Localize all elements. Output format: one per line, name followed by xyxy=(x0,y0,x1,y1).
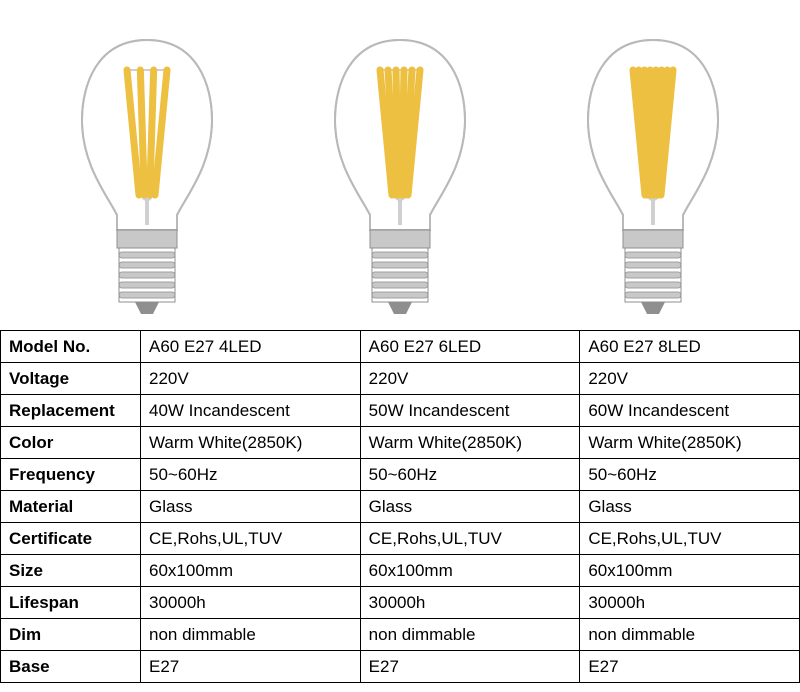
table-cell: Glass xyxy=(580,491,800,523)
table-cell: A60 E27 6LED xyxy=(360,331,580,363)
table-cell: Warm White(2850K) xyxy=(580,427,800,459)
table-cell: Warm White(2850K) xyxy=(141,427,361,459)
page-container: Model No.A60 E27 4LEDA60 E27 6LEDA60 E27… xyxy=(0,0,800,692)
table-row: Frequency50~60Hz50~60Hz50~60Hz xyxy=(1,459,800,491)
bulb-image-3 xyxy=(527,30,780,320)
table-cell: A60 E27 8LED xyxy=(580,331,800,363)
table-cell: 50~60Hz xyxy=(580,459,800,491)
table-cell: CE,Rohs,UL,TUV xyxy=(580,523,800,555)
table-cell: Glass xyxy=(360,491,580,523)
table-cell: 40W Incandescent xyxy=(141,395,361,427)
table-cell: non dimmable xyxy=(141,619,361,651)
table-cell: 220V xyxy=(360,363,580,395)
table-cell: Warm White(2850K) xyxy=(360,427,580,459)
table-row: Size60x100mm60x100mm60x100mm xyxy=(1,555,800,587)
table-cell: 60x100mm xyxy=(141,555,361,587)
table-cell: 50~60Hz xyxy=(360,459,580,491)
row-header: Frequency xyxy=(1,459,141,491)
table-cell: 220V xyxy=(580,363,800,395)
table-row: Lifespan30000h30000h30000h xyxy=(1,587,800,619)
table-cell: A60 E27 4LED xyxy=(141,331,361,363)
table-row: Replacement40W Incandescent50W Incandesc… xyxy=(1,395,800,427)
table-cell: E27 xyxy=(360,651,580,683)
row-header: Voltage xyxy=(1,363,141,395)
row-header: Replacement xyxy=(1,395,141,427)
row-header: Lifespan xyxy=(1,587,141,619)
table-cell: 50~60Hz xyxy=(141,459,361,491)
table-cell: E27 xyxy=(141,651,361,683)
bulb-image-2 xyxy=(273,30,526,320)
row-header: Model No. xyxy=(1,331,141,363)
table-cell: Glass xyxy=(141,491,361,523)
table-cell: 60x100mm xyxy=(580,555,800,587)
spec-table: Model No.A60 E27 4LEDA60 E27 6LEDA60 E27… xyxy=(0,330,800,683)
table-row: Voltage220V220V220V xyxy=(1,363,800,395)
table-row: Dimnon dimmablenon dimmablenon dimmable xyxy=(1,619,800,651)
row-header: Color xyxy=(1,427,141,459)
table-row: BaseE27E27E27 xyxy=(1,651,800,683)
table-cell: 50W Incandescent xyxy=(360,395,580,427)
table-cell: CE,Rohs,UL,TUV xyxy=(141,523,361,555)
table-cell: non dimmable xyxy=(360,619,580,651)
table-cell: 60x100mm xyxy=(360,555,580,587)
table-cell: E27 xyxy=(580,651,800,683)
row-header: Material xyxy=(1,491,141,523)
spec-table-body: Model No.A60 E27 4LEDA60 E27 6LEDA60 E27… xyxy=(1,331,800,683)
table-cell: non dimmable xyxy=(580,619,800,651)
bulb-image-1 xyxy=(20,30,273,320)
row-header: Base xyxy=(1,651,141,683)
row-header: Size xyxy=(1,555,141,587)
table-cell: 60W Incandescent xyxy=(580,395,800,427)
row-header: Dim xyxy=(1,619,141,651)
table-cell: 30000h xyxy=(580,587,800,619)
table-row: MaterialGlassGlassGlass xyxy=(1,491,800,523)
table-cell: 30000h xyxy=(141,587,361,619)
table-row: CertificateCE,Rohs,UL,TUVCE,Rohs,UL,TUVC… xyxy=(1,523,800,555)
bulb-images-row xyxy=(0,0,800,330)
table-row: Model No.A60 E27 4LEDA60 E27 6LEDA60 E27… xyxy=(1,331,800,363)
table-row: ColorWarm White(2850K)Warm White(2850K)W… xyxy=(1,427,800,459)
row-header: Certificate xyxy=(1,523,141,555)
table-cell: CE,Rohs,UL,TUV xyxy=(360,523,580,555)
table-cell: 30000h xyxy=(360,587,580,619)
table-cell: 220V xyxy=(141,363,361,395)
